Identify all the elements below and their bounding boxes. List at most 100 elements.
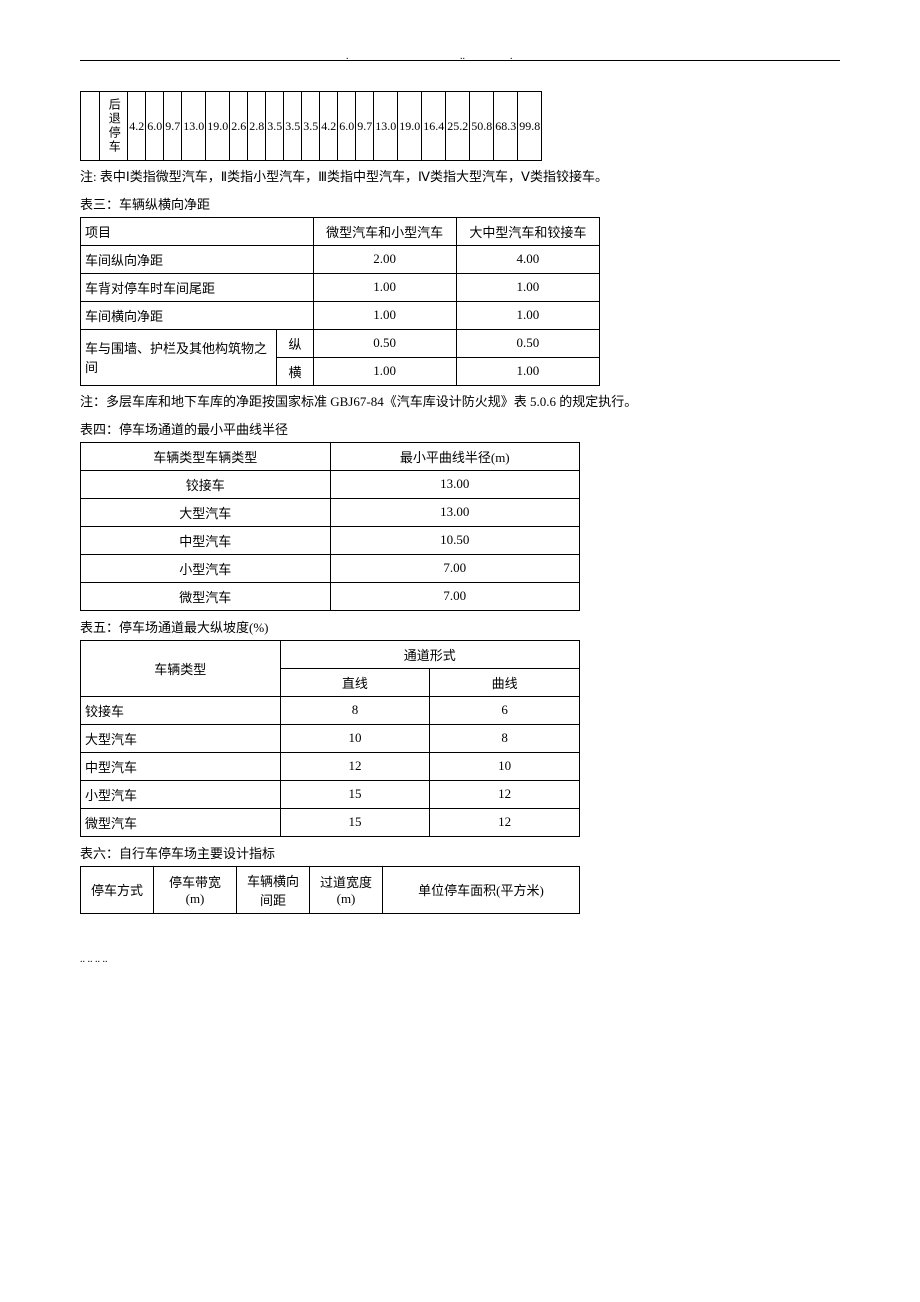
cell: 0.50	[313, 329, 456, 357]
footer-dots: .. .. .. ..	[80, 954, 840, 965]
table-row: 车辆类型车辆类型 最小平曲线半径(m)	[81, 442, 580, 470]
cell: 7.00	[330, 582, 580, 610]
cell: 车间纵向净距	[81, 245, 314, 273]
table-row: 后退停车 4.2 6.0 9.7 13.0 19.0 2.6 2.8 3.5 3…	[81, 92, 542, 161]
header-cell: 单位停车面积(平方米)	[383, 866, 580, 913]
cell: 铰接车	[81, 696, 281, 724]
cell: 99.8	[518, 92, 542, 161]
cell: 15	[280, 780, 430, 808]
cell: 13.0	[182, 92, 206, 161]
cell: 4.2	[320, 92, 338, 161]
caption-table5: 表五：停车场通道最大纵坡度(%)	[80, 617, 840, 636]
cell: 微型汽车	[81, 582, 331, 610]
cell: 1.00	[456, 273, 599, 301]
table-row: 大型汽车 10 8	[81, 724, 580, 752]
cell-rowlabel: 后退停车	[100, 92, 128, 161]
header-cell: 过道宽度(m)	[310, 866, 383, 913]
cell: 横	[277, 357, 313, 385]
table4: 车辆类型车辆类型 最小平曲线半径(m) 铰接车 13.00 大型汽车 13.00…	[80, 442, 580, 611]
cell: 1.00	[456, 357, 599, 385]
cell: 50.8	[470, 92, 494, 161]
cell: 小型汽车	[81, 780, 281, 808]
header-cell: 车辆类型车辆类型	[81, 442, 331, 470]
cell: 9.7	[164, 92, 182, 161]
cell: 8	[430, 724, 580, 752]
cell: 大型汽车	[81, 724, 281, 752]
cell: 1.00	[313, 357, 456, 385]
cell: 4.2	[128, 92, 146, 161]
header-cell: 车辆类型	[81, 640, 281, 696]
cell: 中型汽车	[81, 526, 331, 554]
cell: 19.0	[398, 92, 422, 161]
cell: 纵	[277, 329, 313, 357]
cell-empty	[81, 92, 100, 161]
header-cell: 停车带宽(m)	[154, 866, 237, 913]
header-cell: 通道形式	[280, 640, 579, 668]
cell: 13.00	[330, 470, 580, 498]
cell: 铰接车	[81, 470, 331, 498]
cell: 12	[280, 752, 430, 780]
cell: 3.5	[284, 92, 302, 161]
header-cell: 停车方式	[81, 866, 154, 913]
cell: 12	[430, 780, 580, 808]
header-cell: 大中型汽车和铰接车	[456, 217, 599, 245]
cell: 13.00	[330, 498, 580, 526]
cell: 2.6	[230, 92, 248, 161]
table-row: 微型汽车 7.00	[81, 582, 580, 610]
table-row: 中型汽车 10.50	[81, 526, 580, 554]
header-cell: 最小平曲线半径(m)	[330, 442, 580, 470]
caption-table6: 表六：自行车停车场主要设计指标	[80, 843, 840, 862]
header-cell: 项目	[81, 217, 314, 245]
cell: 10	[430, 752, 580, 780]
table-row: 大型汽车 13.00	[81, 498, 580, 526]
note-table3: 注：多层车库和地下车库的净距按国家标准 GBJ67-84《汽车库设计防火规》表 …	[80, 392, 840, 413]
cell: 车与围墙、护栏及其他构筑物之间	[81, 329, 277, 385]
cell: 10	[280, 724, 430, 752]
cell: 6.0	[338, 92, 356, 161]
table5: 车辆类型 通道形式 直线 曲线 铰接车 8 6 大型汽车 10 8 中型汽车 1…	[80, 640, 580, 837]
cell: 68.3	[494, 92, 518, 161]
table-row: 中型汽车 12 10	[81, 752, 580, 780]
note-table1: 注: 表中Ⅰ类指微型汽车，Ⅱ类指小型汽车，Ⅲ类指中型汽车，Ⅳ类指大型汽车，Ⅴ类指…	[80, 167, 840, 188]
table-row: 车间横向净距 1.00 1.00	[81, 301, 600, 329]
cell: 大型汽车	[81, 498, 331, 526]
cell: 9.7	[356, 92, 374, 161]
cell: 8	[280, 696, 430, 724]
cell: 1.00	[456, 301, 599, 329]
cell: 13.0	[374, 92, 398, 161]
cell: 2.8	[248, 92, 266, 161]
cell: 19.0	[206, 92, 230, 161]
cell: 4.00	[456, 245, 599, 273]
table-row: 车辆类型 通道形式	[81, 640, 580, 668]
cell: 25.2	[446, 92, 470, 161]
cell: 小型汽车	[81, 554, 331, 582]
cell: 6.0	[146, 92, 164, 161]
header-cell: 微型汽车和小型汽车	[313, 217, 456, 245]
cell: 3.5	[266, 92, 284, 161]
header-cell: 车辆横向间距	[237, 866, 310, 913]
cell: 车背对停车时车间尾距	[81, 273, 314, 301]
table6: 停车方式 停车带宽(m) 车辆横向间距 过道宽度(m) 单位停车面积(平方米)	[80, 866, 580, 914]
cell: 0.50	[456, 329, 599, 357]
cell: 2.00	[313, 245, 456, 273]
cell: 车间横向净距	[81, 301, 314, 329]
table-row: 车间纵向净距 2.00 4.00	[81, 245, 600, 273]
table-row: 车与围墙、护栏及其他构筑物之间 纵 0.50 0.50	[81, 329, 600, 357]
cell: 1.00	[313, 273, 456, 301]
table-row: 小型汽车 7.00	[81, 554, 580, 582]
cell: 中型汽车	[81, 752, 281, 780]
cell: 10.50	[330, 526, 580, 554]
caption-table3: 表三：车辆纵横向净距	[80, 194, 840, 213]
cell: 16.4	[422, 92, 446, 161]
table-row: 铰接车 13.00	[81, 470, 580, 498]
cell: 1.00	[313, 301, 456, 329]
table1-fragment: 后退停车 4.2 6.0 9.7 13.0 19.0 2.6 2.8 3.5 3…	[80, 91, 542, 161]
cell: 15	[280, 808, 430, 836]
header-cell: 曲线	[430, 668, 580, 696]
cell: 7.00	[330, 554, 580, 582]
table3: 项目 微型汽车和小型汽车 大中型汽车和铰接车 车间纵向净距 2.00 4.00 …	[80, 217, 600, 386]
cell: 6	[430, 696, 580, 724]
table-row: 铰接车 8 6	[81, 696, 580, 724]
table-row: 微型汽车 15 12	[81, 808, 580, 836]
cell: 12	[430, 808, 580, 836]
